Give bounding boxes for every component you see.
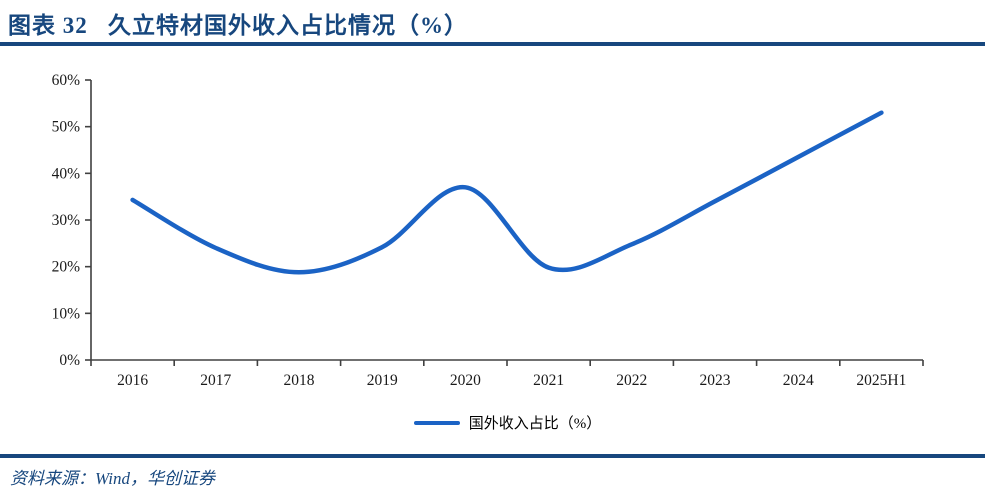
x-tick-label: 2016 (117, 372, 148, 389)
x-tick-label: 2018 (284, 372, 315, 389)
y-tick-label: 60% (52, 72, 81, 89)
x-tick-label: 2025H1 (856, 372, 906, 389)
y-tick-label: 40% (52, 165, 81, 182)
x-tick-label: 2021 (533, 372, 564, 389)
y-tick-label: 10% (52, 305, 81, 322)
y-tick-label: 50% (52, 119, 81, 136)
x-tick-label: 2020 (450, 372, 481, 389)
x-tick-label: 2019 (367, 372, 398, 389)
legend-series-label: 国外收入占比（%） (468, 416, 602, 432)
x-tick-label: 2024 (783, 372, 814, 389)
series-line-path (130, 110, 884, 275)
source-attribution: 资料来源：Wind，华创证券 (10, 469, 215, 488)
line-chart: 0% 10% 20% 30% 40% 50% 60% 2016 2017 2018 2019 2020… (52, 72, 924, 389)
x-tick-label: 2022 (616, 372, 647, 389)
chart-legend: 国外收入占比（%） (0, 412, 985, 433)
y-tick-label: 0% (59, 352, 80, 369)
x-tick-label: 2023 (700, 372, 731, 389)
figure-title: 图表 32 久立特材国外收入占比情况（%） (8, 13, 468, 38)
y-tick-label: 30% (52, 212, 81, 229)
y-tick-label: 20% (52, 259, 81, 276)
legend-line-swatch (413, 420, 460, 425)
title-rule-divider (0, 42, 985, 46)
footer-rule-divider (0, 454, 985, 458)
x-tick-label: 2017 (200, 372, 231, 389)
